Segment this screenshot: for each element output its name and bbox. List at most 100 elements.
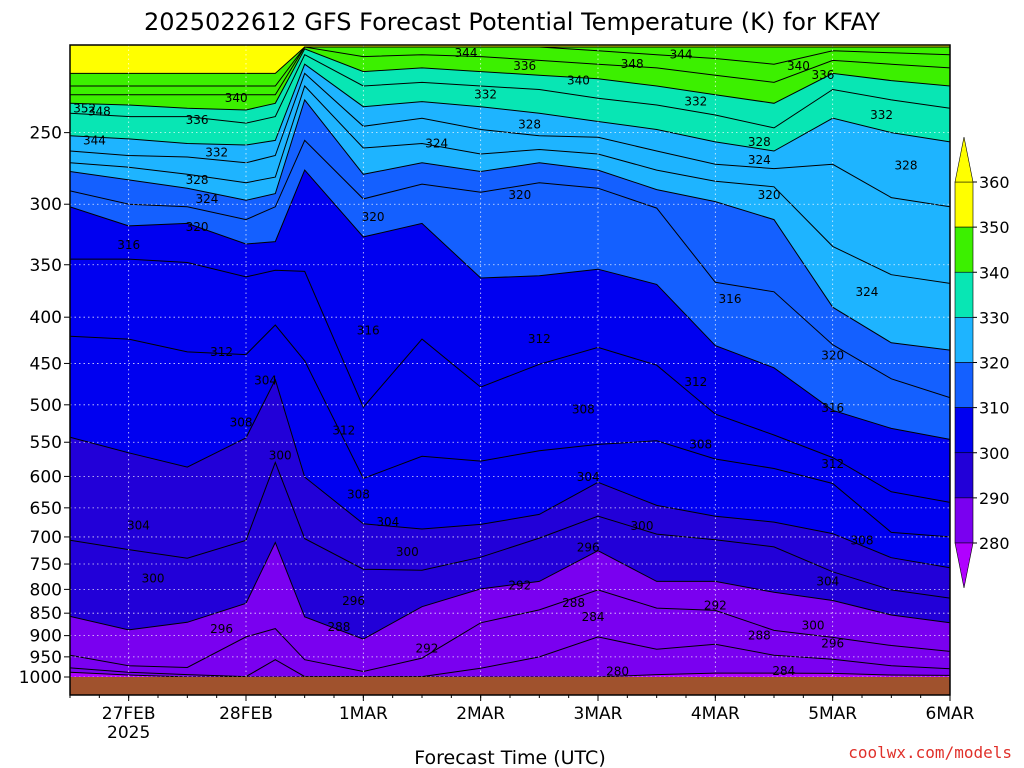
chart-title: 2025022612 GFS Forecast Potential Temper… <box>144 8 880 36</box>
contour-label-344: 344 <box>670 48 693 62</box>
colorbar-segment-290 <box>954 452 974 499</box>
contour-label-312: 312 <box>684 375 707 389</box>
contour-label-308: 308 <box>572 403 595 417</box>
isentrope-312 <box>70 169 950 440</box>
contour-label-296: 296 <box>342 594 365 608</box>
x-tick-label-27FEB: 27FEB <box>102 704 156 724</box>
x-tick-sublabel-27FEB: 2025 <box>107 723 150 743</box>
ground-surface <box>70 677 950 695</box>
contour-labels: 3523483443403363323283243203163123043083… <box>73 46 917 679</box>
contour-label-308: 308 <box>689 437 712 451</box>
isentrope-300 <box>70 378 950 569</box>
isentrope-292 <box>70 541 950 640</box>
contour-label-320: 320 <box>508 188 531 202</box>
contour-label-344: 344 <box>83 133 106 147</box>
colorbar-arrow-top <box>954 136 974 183</box>
contour-label-340: 340 <box>225 91 248 105</box>
y-tick-label-500: 500 <box>30 396 62 416</box>
contour-label-320: 320 <box>186 220 209 234</box>
isentrope-316 <box>70 139 950 399</box>
colorbar-segment-300 <box>954 407 974 454</box>
y-tick-label-700: 700 <box>30 528 62 548</box>
theta-bands <box>70 45 950 695</box>
theta-band-316 <box>70 99 950 398</box>
colorbar-arrow-bottom <box>954 542 974 589</box>
contour-label-292: 292 <box>415 642 438 656</box>
contour-label-324: 324 <box>195 192 218 206</box>
contour-label-288: 288 <box>748 629 771 643</box>
contour-label-332: 332 <box>205 146 228 160</box>
x-tick-label-5MAR: 5MAR <box>808 704 857 724</box>
isentrope-288 <box>70 589 950 673</box>
contour-label-328: 328 <box>748 135 771 149</box>
colorbar: 280 290 300 310 320 330 340 350 360 <box>954 136 1010 589</box>
x-tick-label-2MAR: 2MAR <box>456 704 505 724</box>
y-tick-label-950: 950 <box>30 648 62 668</box>
x-tick-label-1MAR: 1MAR <box>339 704 388 724</box>
contour-label-288: 288 <box>327 620 350 634</box>
contour-label-304: 304 <box>376 515 399 529</box>
contour-label-324: 324 <box>855 285 878 299</box>
theta-band-348 <box>70 47 950 86</box>
isentrope-352 <box>70 46 950 74</box>
contour-label-336: 336 <box>811 68 834 82</box>
isentrope-340 <box>70 48 950 111</box>
colorbar-label-300: 300 <box>979 444 1010 463</box>
y-tick-label-750: 750 <box>30 555 62 575</box>
colorbar-segment-320 <box>954 317 974 363</box>
x-tick-label-28FEB: 28FEB <box>219 704 273 724</box>
theta-band-344 <box>70 47 950 95</box>
theta-band-280 <box>70 636 950 677</box>
contour-label-300: 300 <box>269 449 292 463</box>
contour-label-296: 296 <box>821 636 844 650</box>
isentrope-344 <box>70 46 950 96</box>
gridlines <box>70 45 950 695</box>
isentrope-284 <box>70 636 950 678</box>
theta-band-292 <box>70 462 950 640</box>
colorbar-segment-310 <box>954 362 974 408</box>
contour-label-320: 320 <box>362 210 385 224</box>
theta-band-288 <box>70 542 950 672</box>
contour-label-292: 292 <box>704 599 727 613</box>
colorbar-label-330: 330 <box>979 308 1010 327</box>
contour-label-336: 336 <box>186 113 209 127</box>
isentrope-304 <box>70 324 950 538</box>
contour-label-316: 316 <box>719 292 742 306</box>
contour-label-284: 284 <box>582 610 605 624</box>
contour-label-320: 320 <box>821 349 844 363</box>
theta-band-332 <box>70 54 950 152</box>
contour-label-352: 352 <box>73 101 96 115</box>
contour-label-308: 308 <box>347 487 370 501</box>
x-axis-label: Forecast Time (UTC) <box>414 747 605 768</box>
contour-label-328: 328 <box>518 118 541 132</box>
credit-text: coolwx.com/models <box>848 743 1012 762</box>
contour-label-348: 348 <box>621 57 644 71</box>
colorbar-label-340: 340 <box>979 263 1010 282</box>
contour-label-324: 324 <box>748 153 771 167</box>
contour-label-328: 328 <box>186 173 209 187</box>
contour-label-332: 332 <box>684 95 707 109</box>
y-tick-label-600: 600 <box>30 467 62 487</box>
x-tick-label-3MAR: 3MAR <box>574 704 623 724</box>
theta-band-top <box>70 45 950 74</box>
y-tick-label-550: 550 <box>30 433 62 453</box>
contour-label-348: 348 <box>88 105 111 119</box>
contour-label-280: 280 <box>606 665 629 679</box>
colorbar-segment-330 <box>954 271 974 318</box>
contour-label-316: 316 <box>357 324 380 338</box>
colorbar-label-350: 350 <box>979 218 1010 237</box>
contour-label-324: 324 <box>425 137 448 151</box>
contour-label-300: 300 <box>802 619 825 633</box>
y-axis: 250 300 350 400 450 500 550 600 650 700 750 800 850 9… <box>19 124 70 688</box>
contour-label-344: 344 <box>455 46 478 60</box>
contour-label-308: 308 <box>851 533 874 547</box>
colorbar-segment-280 <box>954 497 974 544</box>
contour-label-312: 312 <box>528 332 551 346</box>
contour-label-332: 332 <box>474 88 497 102</box>
theta-band-312 <box>70 140 950 440</box>
contour-label-312: 312 <box>210 345 233 359</box>
y-tick-label-450: 450 <box>30 354 62 374</box>
contour-label-308: 308 <box>230 416 253 430</box>
